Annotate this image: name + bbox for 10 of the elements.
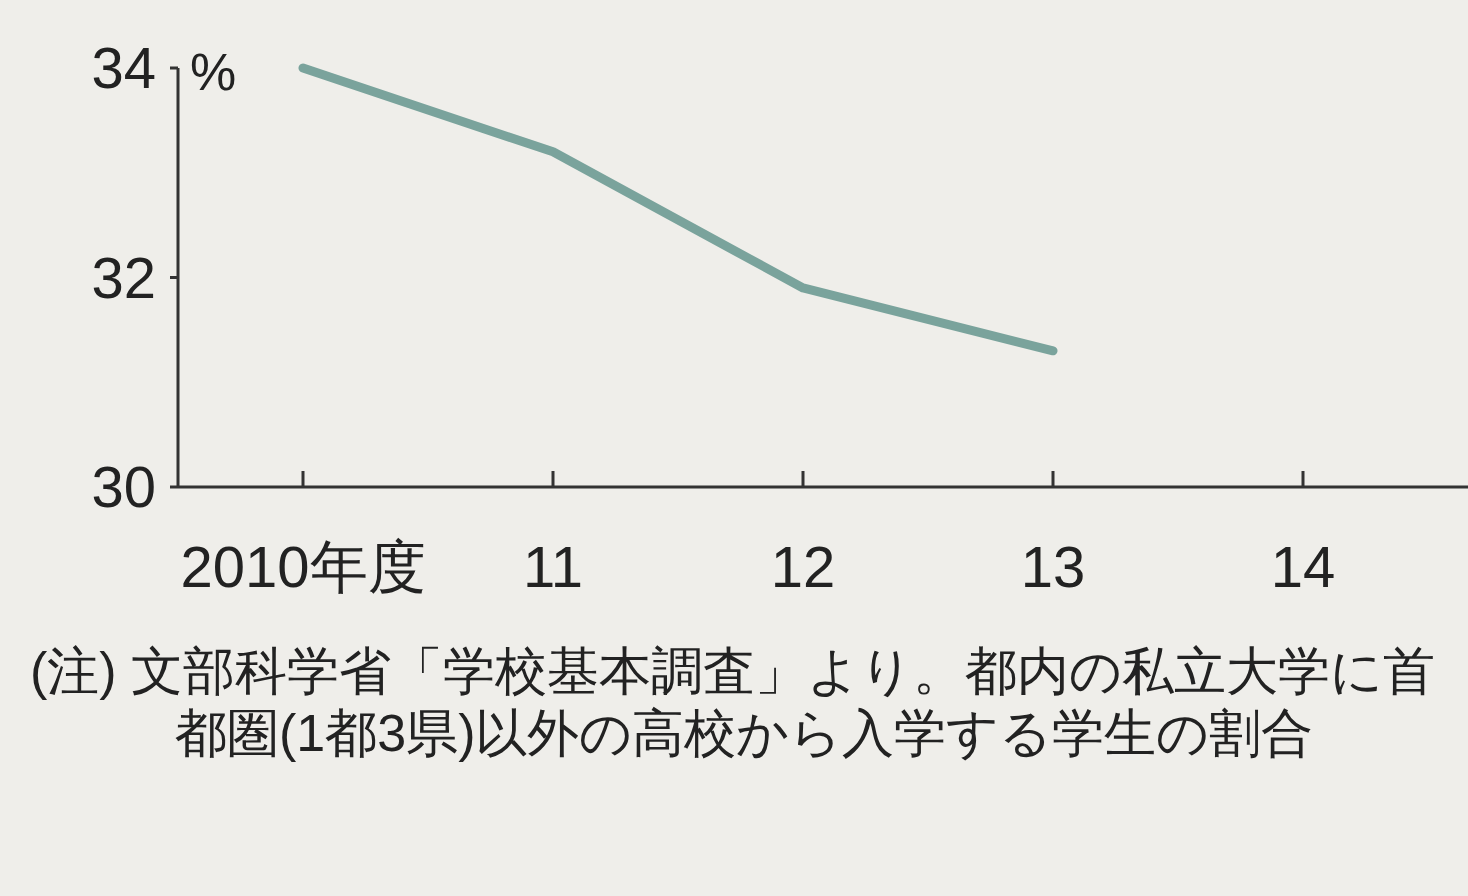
x-tick-label: 12	[770, 534, 836, 599]
ytick: 34	[91, 35, 156, 100]
x-tick-label: 11	[522, 534, 584, 599]
x-tick-label: 2010年度	[180, 534, 426, 599]
y-axis-title: %	[190, 43, 237, 101]
ytick: 30	[91, 454, 156, 519]
ytick: 32	[91, 244, 156, 310]
x-tick-label: 14	[1270, 534, 1336, 599]
x-tick-label: 13	[1020, 534, 1086, 599]
text: (注) 文部科学省「学校基本調査」より。都内の私立大学に首都圏(1都3県)以外の高校から入学する学生の割合	[30, 641, 1437, 764]
